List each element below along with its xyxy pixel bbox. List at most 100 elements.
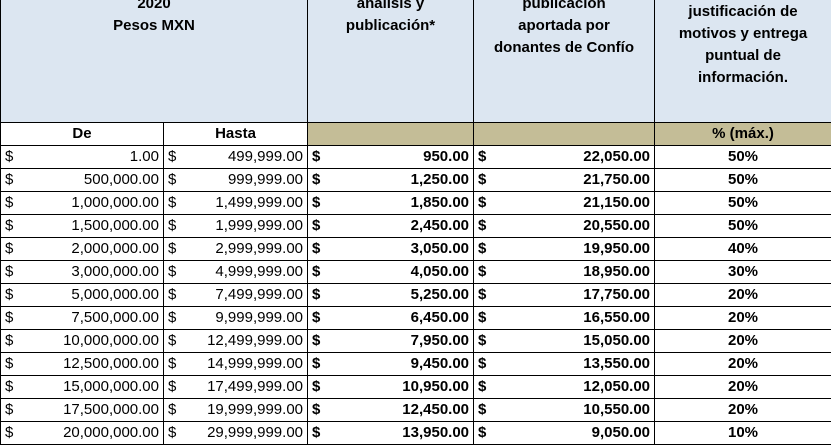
donors-fee-cell-value: 17,750.00 (583, 286, 651, 303)
currency-symbol: $ (5, 378, 14, 395)
analysis-fee-cell-value: 1,250.00 (410, 171, 470, 188)
currency-symbol: $ (312, 401, 321, 418)
table-row: $5,000,000.00 $7,499,999.00 $5,250.00 $17,7… (0, 283, 831, 307)
table-row: $1,500,000.00 $1,999,999.00 $2,450.00 $20,5… (0, 214, 831, 238)
currency-symbol: $ (478, 424, 487, 441)
from-cell-value: 2,000,000.00 (71, 240, 159, 257)
analysis-fee-cell: $2,450.00 (307, 214, 475, 238)
donors-fee-cell-value: 10,550.00 (583, 401, 651, 418)
analysis-fee-cell: $5,250.00 (307, 283, 475, 307)
pct-cell: 50% (654, 214, 831, 238)
to-cell-value: 1,499,999.00 (215, 194, 304, 211)
to-cell: $4,999,999.00 (162, 260, 309, 284)
pct-cell: 10% (654, 421, 831, 445)
analysis-fee-cell-value: 950.00 (423, 148, 470, 165)
range-header-currency: Pesos MXN (113, 17, 195, 34)
currency-symbol: $ (5, 332, 14, 349)
analysis-fee-cell-value: 9,450.00 (410, 355, 470, 372)
currency-symbol: $ (478, 148, 487, 165)
currency-symbol: $ (168, 217, 177, 234)
donors-fee-cell: $10,550.00 (473, 398, 656, 422)
table-row: $3,000,000.00 $4,999,999.00 $4,050.00 $18,9… (0, 260, 831, 284)
to-cell: $9,999,999.00 (162, 306, 309, 330)
table-row: $1.00 $499,999.00 $950.00 $22,050.00 50% (0, 145, 831, 169)
currency-symbol: $ (312, 424, 321, 441)
analysis-fee-cell: $1,250.00 (307, 168, 475, 192)
currency-symbol: $ (5, 240, 14, 257)
analysis-fee-cell-value: 6,450.00 (410, 309, 470, 326)
donors-fee-cell: $21,750.00 (473, 168, 656, 192)
from-cell: $10,000,000.00 (0, 329, 164, 353)
donors-fee-cell-value: 19,950.00 (583, 240, 651, 257)
currency-symbol: $ (168, 240, 177, 257)
pct-cell: 20% (654, 329, 831, 353)
currency-symbol: $ (478, 401, 487, 418)
currency-symbol: $ (168, 401, 177, 418)
table-row: $10,000,000.00 $12,499,999.00 $7,950.00 $15… (0, 329, 831, 353)
pct-cell: 20% (654, 306, 831, 330)
analysis-fee-cell-value: 4,050.00 (410, 263, 470, 280)
donors-fee-cell-value: 20,550.00 (583, 217, 651, 234)
table-row: $7,500,000.00 $9,999,999.00 $6,450.00 $16,5… (0, 306, 831, 330)
analysis-header-line-1: análisis y (356, 0, 425, 12)
currency-symbol: $ (478, 217, 487, 234)
currency-symbol: $ (168, 286, 177, 303)
from-cell-value: 17,500,000.00 (63, 401, 159, 418)
to-cell-value: 14,999,999.00 (207, 355, 304, 372)
analysis-fee-cell: $950.00 (307, 145, 475, 169)
analysis-fee-cell-value: 3,050.00 (410, 240, 470, 257)
currency-symbol: $ (478, 240, 487, 257)
from-cell: $20,000,000.00 (0, 421, 164, 445)
from-cell: $17,500,000.00 (0, 398, 164, 422)
analysis-fee-cell: $13,950.00 (307, 421, 475, 445)
donors-fee-cell: $9,050.00 (473, 421, 656, 445)
currency-symbol: $ (478, 332, 487, 349)
from-cell-value: 20,000,000.00 (63, 424, 159, 441)
currency-symbol: $ (168, 332, 177, 349)
donors-fee-cell-value: 9,050.00 (591, 424, 651, 441)
to-cell: $499,999.00 (162, 145, 309, 169)
currency-symbol: $ (168, 194, 177, 211)
currency-symbol: $ (5, 263, 14, 280)
donors-fee-cell-value: 16,550.00 (583, 309, 651, 326)
donors-fee-cell-value: 15,050.00 (583, 332, 651, 349)
justification-header-line-3: puntual de (705, 47, 781, 64)
analysis-fee-cell-value: 5,250.00 (410, 286, 470, 303)
analysis-header-cell: análisis y publicación* (307, 0, 475, 123)
from-cell-value: 3,000,000.00 (71, 263, 159, 280)
from-cell: $1,000,000.00 (0, 191, 164, 215)
currency-symbol: $ (478, 378, 487, 395)
currency-symbol: $ (5, 401, 14, 418)
currency-symbol: $ (312, 240, 321, 257)
currency-symbol: $ (168, 171, 177, 188)
currency-symbol: $ (312, 217, 321, 234)
analysis-fee-cell: $7,950.00 (307, 329, 475, 353)
donors-fee-cell-value: 13,550.00 (583, 355, 651, 372)
analysis-fee-cell-value: 1,850.00 (410, 194, 470, 211)
header-row: 2020 Pesos MXN análisis y publicación* p… (0, 0, 831, 123)
pct-cell: 50% (654, 191, 831, 215)
currency-symbol: $ (478, 355, 487, 372)
from-cell-value: 5,000,000.00 (71, 286, 159, 303)
to-cell: $14,999,999.00 (162, 352, 309, 376)
from-cell-value: 7,500,000.00 (71, 309, 159, 326)
pct-cell: 20% (654, 398, 831, 422)
table-row: $500,000.00 $999,999.00 $1,250.00 $21,750.0… (0, 168, 831, 192)
pct-cell: 40% (654, 237, 831, 261)
donors-fee-cell-value: 12,050.00 (583, 378, 651, 395)
from-cell-value: 15,000,000.00 (63, 378, 159, 395)
to-cell-value: 17,499,999.00 (207, 378, 304, 395)
donors-header-cell: publicación aportada por donantes de Con… (473, 0, 656, 123)
currency-symbol: $ (312, 332, 321, 349)
pct-cell: 20% (654, 375, 831, 399)
to-cell: $999,999.00 (162, 168, 309, 192)
donors-subheader-blank (473, 122, 656, 146)
to-cell: $19,999,999.00 (162, 398, 309, 422)
analysis-fee-cell: $10,950.00 (307, 375, 475, 399)
table-row: $1,000,000.00 $1,499,999.00 $1,850.00 $21,1… (0, 191, 831, 215)
donors-fee-cell: $22,050.00 (473, 145, 656, 169)
table-row: $17,500,000.00 $19,999,999.00 $12,450.00 $1… (0, 398, 831, 422)
currency-symbol: $ (168, 355, 177, 372)
donors-fee-cell: $20,550.00 (473, 214, 656, 238)
range-header-year: 2020 (137, 0, 171, 12)
